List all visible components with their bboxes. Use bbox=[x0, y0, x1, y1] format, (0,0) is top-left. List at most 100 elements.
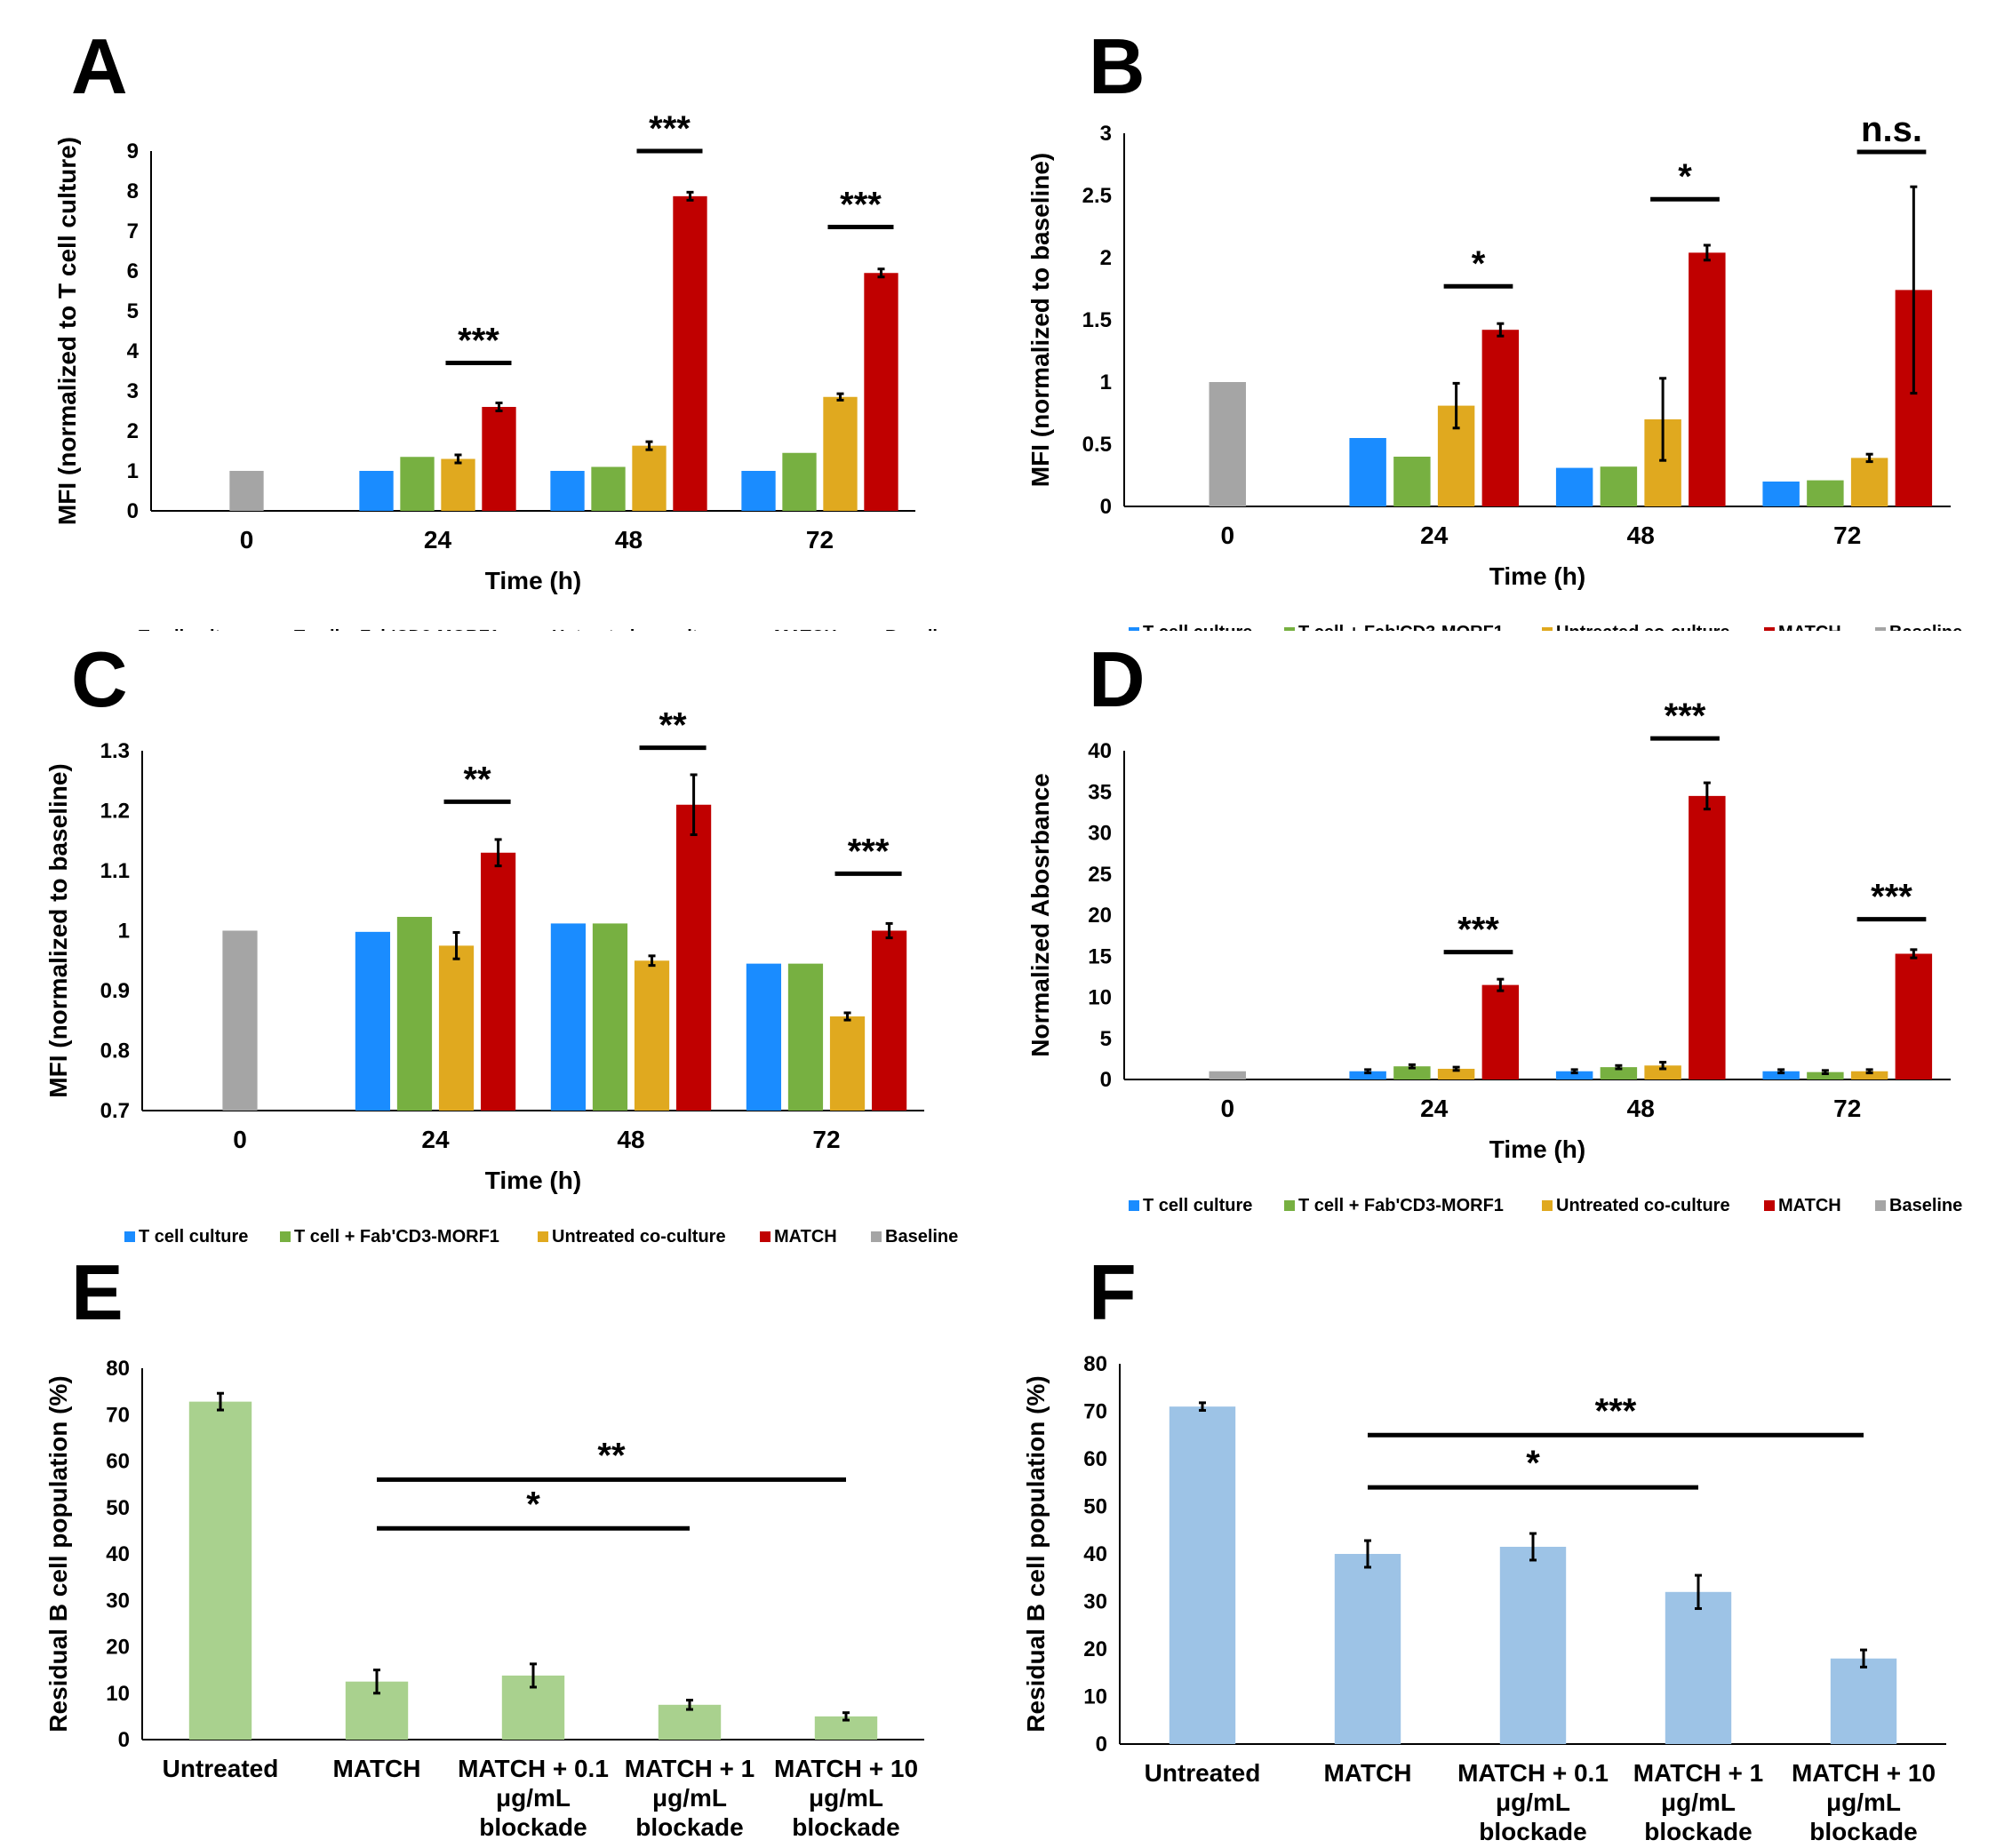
bar-a bbox=[632, 445, 667, 511]
x-tick-label-f: MATCH + 1 μg/mL blockade bbox=[1633, 1759, 1764, 1845]
y-tick-label-e: 50 bbox=[106, 1496, 130, 1520]
x-tick-label-e: MATCH + 1 μg/mL blockade bbox=[625, 1755, 755, 1841]
bar-e bbox=[188, 1401, 252, 1740]
legend-swatch bbox=[1875, 1200, 1886, 1211]
y-axis-label-b: MFI (normalized to baseline) bbox=[1026, 153, 1054, 487]
chart-b: B 0 0.5 1 1.5 2 2.5 3 MFI (normalized to baseli… bbox=[1026, 22, 1962, 631]
panel-d: D 0 5 10 15 20 25 30 35 40 Normalized Abosrbance 0… bbox=[1004, 631, 2000, 1226]
y-tick-label-a: 0 bbox=[127, 499, 139, 523]
significance-label-b: * bbox=[1472, 244, 1486, 283]
y-tick-label-b: 2.5 bbox=[1082, 184, 1112, 208]
y-tick-label-c: 0.8 bbox=[100, 1040, 130, 1063]
bar-d bbox=[1895, 953, 1933, 1079]
legend-swatch bbox=[1129, 1200, 1139, 1211]
legend-label: T cell culture bbox=[1143, 1196, 1252, 1215]
bar-f bbox=[1830, 1658, 1897, 1744]
legend-d: T cell culture T cell + Fab'CD3-MORF1 Untr… bbox=[1129, 1196, 1962, 1215]
x-tick-label-d: 0 bbox=[1220, 1095, 1234, 1122]
significance-label-a: *** bbox=[840, 186, 882, 225]
x-tick-label-d: 72 bbox=[1833, 1095, 1861, 1122]
y-tick-label-f: 20 bbox=[1083, 1637, 1107, 1661]
y-tick-label-d: 25 bbox=[1088, 863, 1112, 887]
y-tick-label-b: 3 bbox=[1100, 122, 1112, 146]
bar-b bbox=[1850, 458, 1888, 506]
y-tick-label-f: 10 bbox=[1083, 1685, 1107, 1709]
chart-e: E 0 10 20 30 40 50 60 70 80 Residual B cell popul… bbox=[44, 1248, 924, 1841]
legend-swatch bbox=[1129, 627, 1139, 631]
x-tick-label-f: Untreated bbox=[1145, 1759, 1261, 1787]
panel-label-f: F bbox=[1089, 1248, 1137, 1336]
y-tick-label-c: 1.1 bbox=[100, 859, 130, 883]
significance-label-a: *** bbox=[649, 109, 691, 148]
bar-a bbox=[441, 458, 475, 511]
legend-label: Untreated co-culture bbox=[1556, 623, 1730, 631]
bar-d bbox=[1600, 1067, 1638, 1079]
bar-c bbox=[634, 960, 670, 1111]
panel-label-e: E bbox=[71, 1248, 124, 1336]
legend-swatch bbox=[1875, 627, 1886, 631]
bar-b bbox=[1762, 482, 1800, 506]
y-tick-label-d: 20 bbox=[1088, 904, 1112, 928]
y-axis-label-e: Residual B cell population (%) bbox=[44, 1375, 72, 1732]
legend-label: T cell culture bbox=[139, 627, 248, 631]
y-tick-label-a: 7 bbox=[127, 219, 139, 243]
bar-c bbox=[746, 963, 782, 1111]
bar-a bbox=[482, 407, 516, 511]
y-tick-label-b: 1 bbox=[1100, 370, 1112, 394]
x-tick-label-c: 72 bbox=[812, 1126, 840, 1153]
panel-label-b: B bbox=[1089, 22, 1146, 110]
bar-b bbox=[1349, 438, 1386, 506]
bar-d bbox=[1807, 1071, 1844, 1079]
significance-label-d: *** bbox=[1457, 911, 1499, 950]
legend-label: Untreated co-culture bbox=[1556, 1196, 1730, 1215]
legend-swatch bbox=[1542, 1200, 1553, 1211]
significance-label-c: ** bbox=[659, 706, 687, 745]
x-tick-label-b: 72 bbox=[1833, 522, 1861, 549]
legend-label: MATCH bbox=[774, 1227, 837, 1244]
legend-label: MATCH bbox=[774, 627, 837, 631]
y-tick-label-b: 0 bbox=[1100, 495, 1112, 519]
legend-a: T cell culture T cell + Fab'CD3-MORF1 Untr… bbox=[139, 627, 958, 631]
legend-swatch bbox=[1284, 1200, 1295, 1211]
x-tick-label-a: 48 bbox=[615, 526, 643, 554]
y-tick-label-d: 0 bbox=[1100, 1068, 1112, 1092]
x-tick-label-c: 0 bbox=[233, 1126, 247, 1153]
significance-label-c: *** bbox=[848, 832, 890, 871]
y-tick-label-b: 1.5 bbox=[1082, 308, 1112, 332]
bar-c bbox=[396, 916, 433, 1111]
significance-label-e: * bbox=[526, 1485, 540, 1524]
x-tick-label-a: 0 bbox=[240, 526, 254, 554]
x-tick-label-c: 48 bbox=[617, 1126, 644, 1153]
bar-c bbox=[787, 963, 824, 1111]
bar-a bbox=[591, 466, 626, 511]
legend-label: T cell culture bbox=[139, 1227, 248, 1244]
significance-label-f: * bbox=[1526, 1444, 1540, 1483]
x-tick-label-a: 24 bbox=[424, 526, 452, 554]
bar-c bbox=[355, 931, 391, 1111]
y-tick-label-a: 6 bbox=[127, 259, 139, 283]
legend-label: Baseline bbox=[1889, 1196, 1962, 1215]
legend-label: MATCH bbox=[1778, 623, 1841, 631]
x-tick-label-f: MATCH + 10 μg/mL blockade bbox=[1792, 1759, 1936, 1845]
y-tick-label-f: 70 bbox=[1083, 1400, 1107, 1424]
y-tick-label-c: 1 bbox=[118, 920, 130, 944]
bar-b bbox=[1689, 252, 1726, 506]
legend-label: Baseline bbox=[885, 1227, 958, 1244]
bar-a bbox=[400, 457, 435, 511]
y-tick-label-d: 35 bbox=[1088, 780, 1112, 804]
y-axis-label-c: MFI (normalized to baseline) bbox=[44, 763, 72, 1097]
legend-label: Baseline bbox=[885, 627, 958, 631]
significance-label-b: n.s. bbox=[1861, 110, 1922, 149]
panel-label-d: D bbox=[1089, 635, 1146, 723]
legend-label: T cell + Fab'CD3-MORF1 bbox=[294, 627, 499, 631]
panel-f: F 0 10 20 30 40 50 60 70 80 Residual B cell popul… bbox=[1004, 1244, 2000, 1848]
bar-baseline-a bbox=[229, 471, 264, 511]
y-axis-label-d: Normalized Abosrbance bbox=[1026, 773, 1054, 1056]
y-tick-label-c: 1.3 bbox=[100, 739, 130, 763]
y-tick-label-e: 80 bbox=[106, 1357, 130, 1381]
y-tick-label-a: 1 bbox=[127, 459, 139, 483]
bar-a bbox=[550, 471, 585, 511]
bar-c bbox=[550, 923, 587, 1111]
legend-label: Baseline bbox=[1889, 623, 1962, 631]
x-tick-label-b: 24 bbox=[1420, 522, 1449, 549]
